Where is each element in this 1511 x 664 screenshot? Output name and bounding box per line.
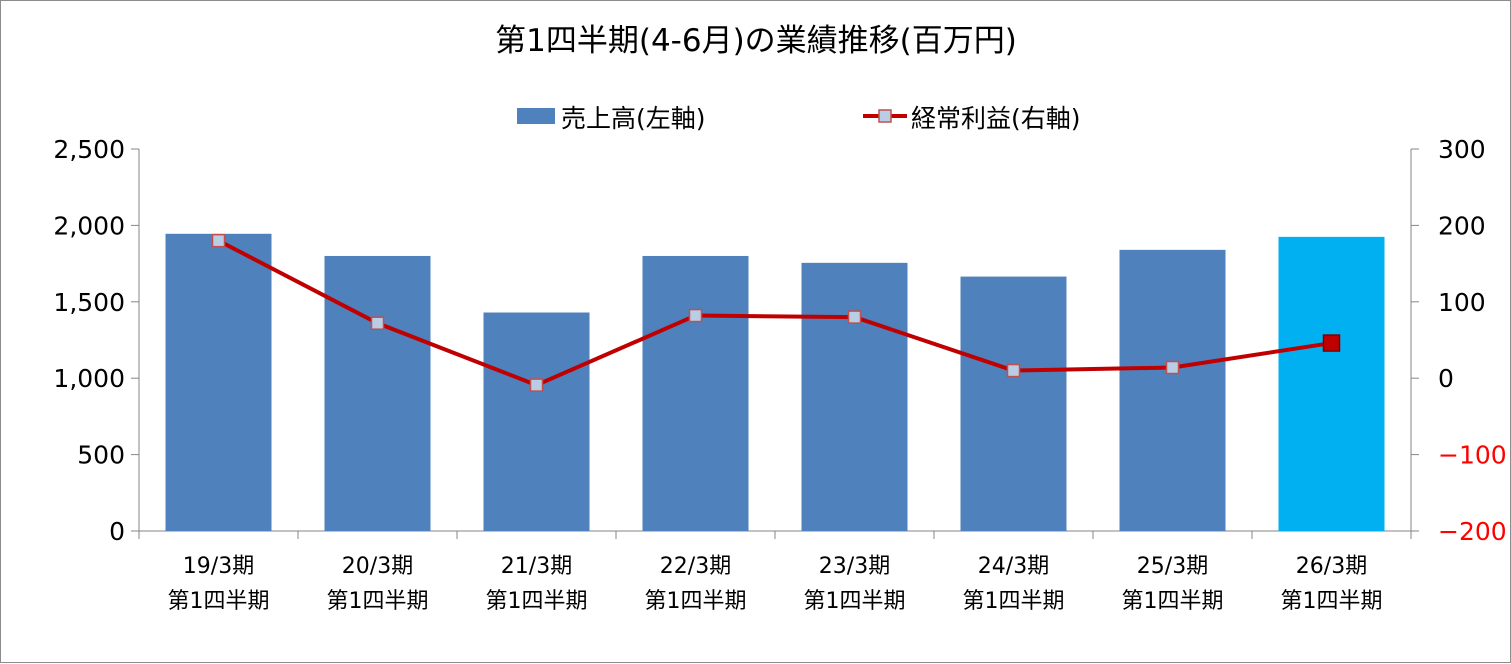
bar	[483, 312, 590, 531]
bar	[1119, 249, 1226, 531]
bar	[642, 255, 749, 531]
right-axis-tick-label: 300	[1438, 135, 1486, 164]
x-axis-tick-label: 第1四半期	[327, 589, 429, 614]
line-marker	[847, 310, 862, 324]
line-marker	[1006, 363, 1021, 378]
line-marker	[1322, 334, 1341, 352]
left-axis-tick-label: 500	[77, 441, 125, 470]
line-marker	[529, 378, 544, 392]
left-axis-tick-label: 1,500	[53, 288, 125, 317]
x-axis-tick-label: 第1四半期	[486, 589, 588, 614]
x-axis-tick-label: 第1四半期	[1281, 589, 1383, 614]
legend-line-marker	[878, 109, 892, 123]
legend-bar-label: 売上高(左軸)	[561, 104, 706, 133]
bar	[960, 276, 1067, 531]
x-axis-tick-label: 25/3期	[1137, 554, 1208, 579]
bar	[801, 262, 908, 531]
left-axis-tick-label: 2,500	[53, 135, 125, 164]
left-axis-tick-label: 2,000	[53, 211, 125, 240]
x-axis-tick-label: 第1四半期	[1122, 589, 1224, 614]
x-axis-tick-label: 20/3期	[342, 554, 413, 579]
left-axis-tick-label: 1,000	[53, 364, 125, 393]
plot-area: 0 500 1,000 1,500 2,000 2,500 −200 −100 0 100 200 3…	[53, 135, 1506, 614]
right-axis-tick-label: 0	[1438, 364, 1454, 393]
legend-line-label: 経常利益(右軸)	[911, 104, 1081, 133]
line-series	[217, 238, 1332, 388]
x-axis-tick-label: 第1四半期	[963, 589, 1065, 614]
x-axis-tick-label: 24/3期	[978, 554, 1049, 579]
x-axis-tick-label: 26/3期	[1296, 554, 1367, 579]
right-axis-tick-label: 100	[1438, 288, 1486, 317]
x-axis-tick-label: 21/3期	[501, 554, 572, 579]
x-axis-tick-label: 第1四半期	[645, 589, 747, 614]
x-axis-tick-label: 第1四半期	[804, 589, 906, 614]
line-marker	[211, 233, 226, 248]
line-marker	[1165, 360, 1180, 375]
line-marker	[370, 316, 385, 330]
legend-bar-swatch	[517, 108, 555, 124]
legend: 売上高(左軸) 経常利益(右軸)	[517, 104, 1081, 133]
right-axis-tick-label: 200	[1438, 211, 1486, 240]
bar	[165, 233, 272, 531]
x-axis-tick-label: 第1四半期	[168, 589, 270, 614]
bar	[324, 255, 431, 531]
chart-title: 第1四半期(4-6月)の業績推移(百万円)	[495, 23, 1017, 59]
right-axis-tick-label: −100	[1438, 441, 1507, 470]
x-axis-tick-label: 23/3期	[819, 554, 890, 579]
left-axis-tick-label: 0	[109, 517, 125, 546]
x-axis-tick-label: 22/3期	[660, 554, 731, 579]
right-axis-tick-label: −200	[1438, 517, 1507, 546]
x-axis-tick-label: 19/3期	[183, 554, 254, 579]
line-marker	[688, 308, 703, 323]
bar	[1278, 236, 1385, 532]
